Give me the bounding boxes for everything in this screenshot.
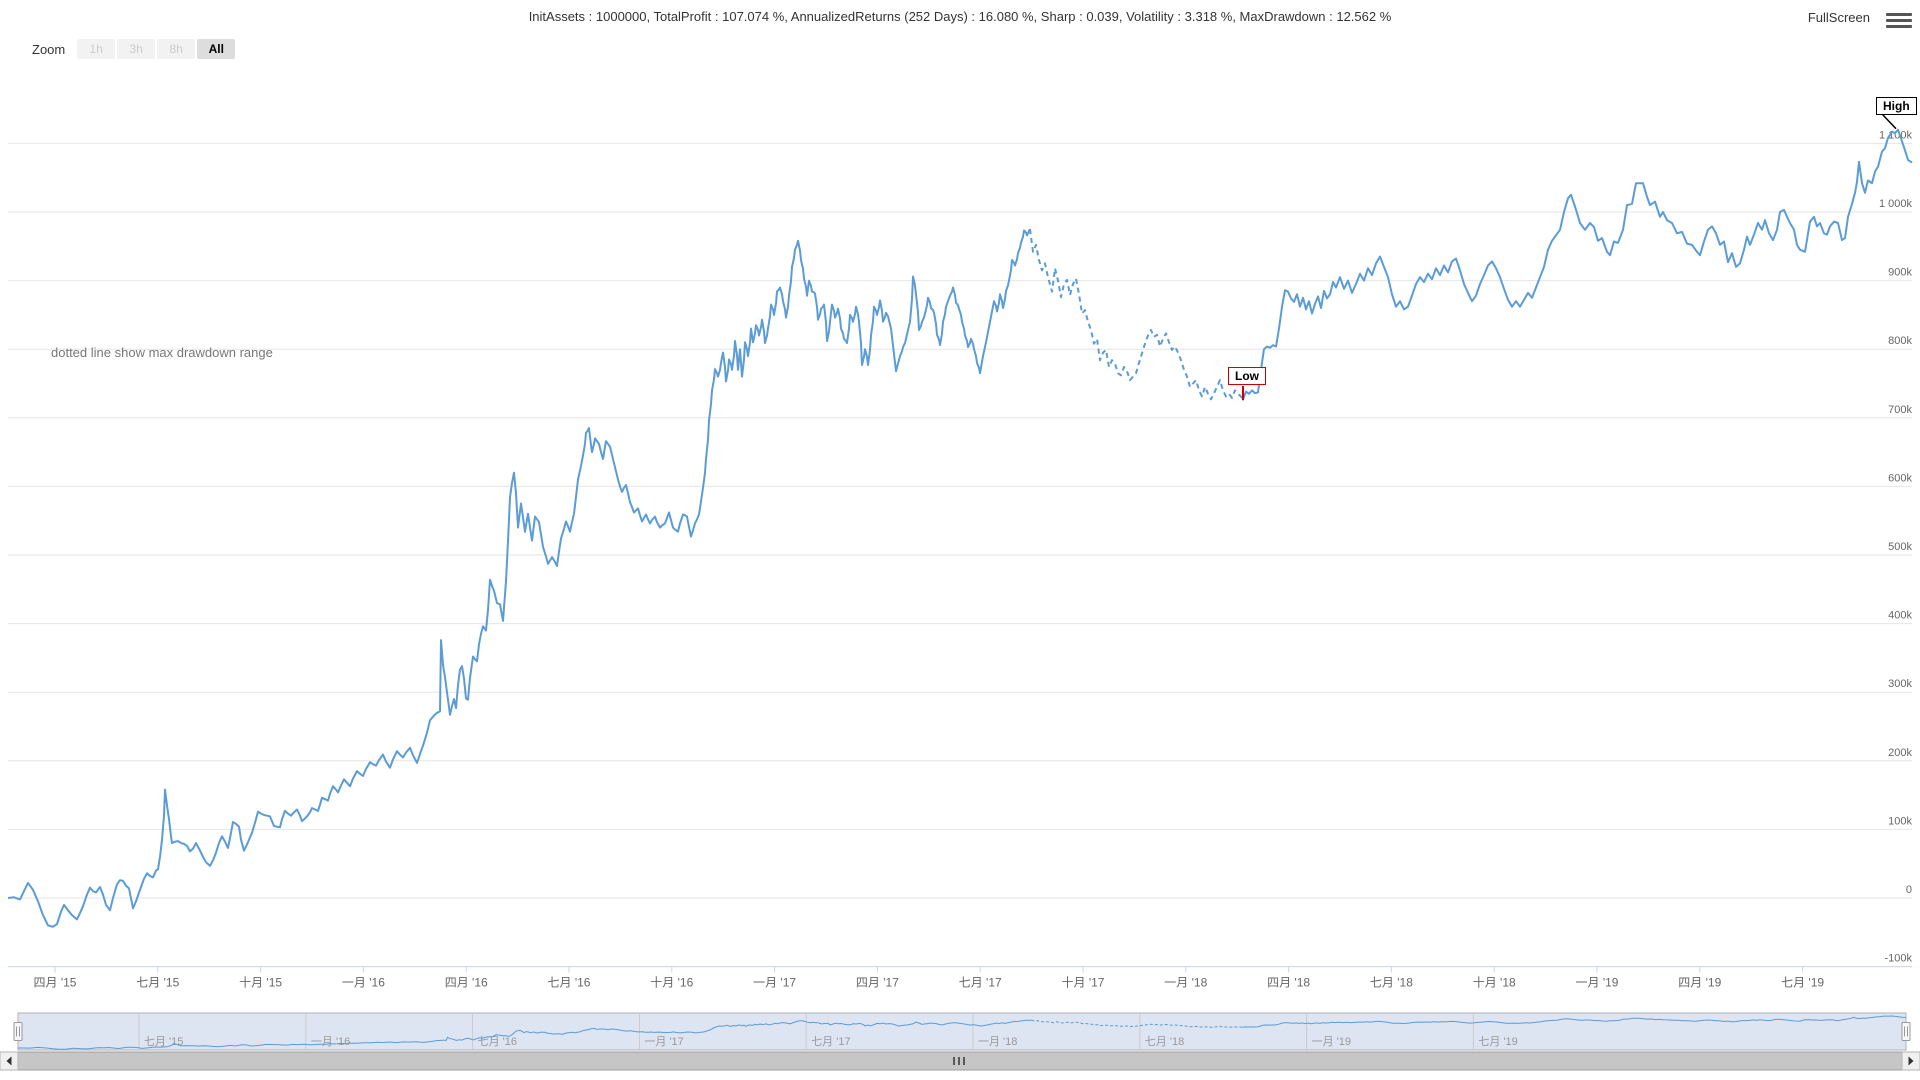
high-flag: High [1876, 97, 1917, 115]
y-axis-label: 0 [1906, 884, 1912, 896]
range-button-8h[interactable]: 8h [157, 39, 196, 59]
hamburger-bar [1886, 13, 1912, 16]
x-axis-label: 十月 '17 [1062, 976, 1105, 990]
hamburger-menu-icon[interactable] [1886, 13, 1912, 31]
x-axis-label: 一月 '18 [1164, 976, 1207, 990]
y-axis-label: 500k [1888, 541, 1912, 553]
navigator-left-handle[interactable] [13, 1022, 23, 1041]
equity-line [1242, 128, 1913, 400]
navigator-right-handle[interactable] [1901, 1022, 1911, 1041]
navigator-series-line [18, 1019, 1032, 1050]
x-axis-label: 七月 '18 [1370, 976, 1413, 990]
y-axis-label: 800k [1888, 335, 1912, 347]
navigator-axis-label: 七月 '18 [1145, 1035, 1184, 1048]
x-axis-label: 四月 '17 [856, 976, 899, 990]
navigator-axis-label: 七月 '19 [1478, 1035, 1517, 1048]
x-axis-label: 一月 '16 [342, 976, 385, 990]
x-axis-label: 四月 '19 [1678, 976, 1721, 990]
y-axis-label: 700k [1888, 404, 1912, 416]
navigator-axis-label: 七月 '15 [144, 1035, 183, 1048]
y-axis-label: 200k [1888, 747, 1912, 759]
x-axis-label: 十月 '18 [1473, 976, 1516, 990]
navigator-axis-label: 一月 '18 [978, 1036, 1017, 1048]
navigator-series-line [1242, 1015, 1907, 1028]
navigator-axis-label: 一月 '16 [311, 1036, 350, 1048]
equity-line [7, 228, 1031, 928]
y-axis-label: -100k [1884, 953, 1912, 965]
chart-title: InitAssets : 1000000, TotalProfit : 107.… [528, 9, 1392, 24]
y-axis-label: 100k [1888, 815, 1912, 827]
scrollbar-right-arrow-icon [1908, 1056, 1914, 1066]
y-axis-label: 900k [1888, 267, 1912, 279]
navigator-series-line [1031, 1019, 1243, 1028]
hamburger-bar [1886, 25, 1912, 28]
x-axis-label: 四月 '15 [34, 976, 77, 990]
range-button-3h[interactable]: 3h [117, 39, 156, 59]
hamburger-bar [1886, 19, 1912, 22]
y-axis-label: 600k [1888, 472, 1912, 484]
x-axis-label: 十月 '16 [650, 976, 693, 990]
x-axis-label: 七月 '19 [1781, 976, 1824, 990]
y-axis-label: 400k [1888, 610, 1912, 622]
x-axis-label: 七月 '16 [548, 976, 591, 990]
fullscreen-button[interactable]: FullScreen [1807, 10, 1870, 25]
x-axis-label: 一月 '19 [1576, 976, 1619, 990]
navigator-axis-label: 一月 '17 [644, 1036, 683, 1048]
scrollbar-left-arrow-icon [6, 1056, 12, 1066]
x-axis-label: 四月 '18 [1267, 976, 1310, 990]
x-axis-label: 十月 '15 [239, 976, 282, 990]
navigator-axis-label: 七月 '17 [811, 1035, 850, 1048]
x-axis-label: 一月 '17 [753, 976, 796, 990]
y-axis-label: 1 000k [1879, 198, 1913, 210]
high-flag-connector [1881, 113, 1897, 130]
y-axis-label: 300k [1888, 678, 1912, 690]
navigator-axis-label: 一月 '19 [1312, 1036, 1351, 1048]
low-flag: Low [1228, 367, 1266, 385]
drawdown-annotation: dotted line show max drawdown range [51, 345, 273, 360]
x-axis-label: 七月 '17 [959, 976, 1002, 990]
range-selector: Zoom 1h 3h 8h All [32, 39, 237, 59]
x-axis-label: 四月 '16 [445, 976, 488, 990]
zoom-label: Zoom [32, 41, 66, 57]
x-axis-label: 七月 '15 [136, 976, 179, 990]
range-button-all[interactable]: All [197, 39, 236, 59]
range-button-1h[interactable]: 1h [77, 39, 116, 59]
navigator-axis-label: 七月 '16 [478, 1035, 517, 1048]
scrollbar-thumb[interactable] [17, 1051, 1903, 1071]
equity-line-drawdown-dashed [1029, 228, 1244, 401]
